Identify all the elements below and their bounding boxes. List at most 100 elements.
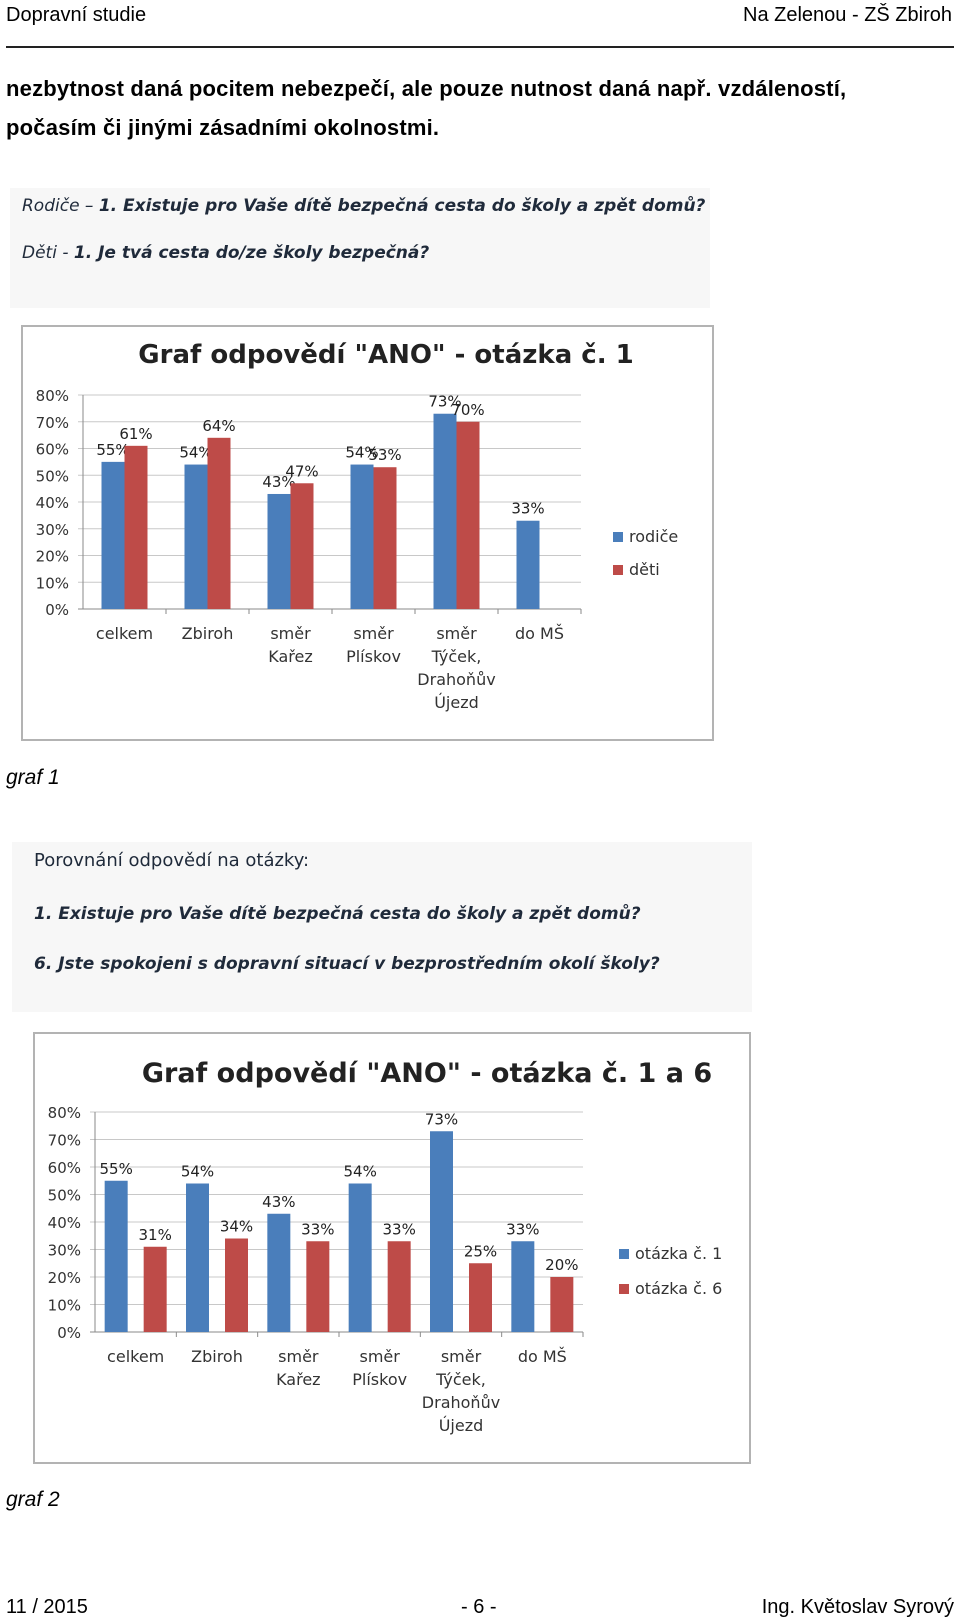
chart-2-data-label: 55% bbox=[99, 1160, 132, 1178]
chart-1-y-tick-label: 10% bbox=[36, 574, 69, 592]
chart-1-title: Graf odpovědí "ANO" - otázka č. 1 bbox=[138, 340, 633, 370]
chart-2-bar bbox=[387, 1241, 411, 1332]
chart-2-y-tick-label: 80% bbox=[48, 1104, 81, 1122]
figure2-question-block: Porovnání odpovědí na otázky: 1. Existuj… bbox=[12, 842, 752, 1012]
chart-2-data-label: 33% bbox=[382, 1220, 415, 1238]
header-divider bbox=[6, 46, 954, 48]
chart-2-data-label: 25% bbox=[464, 1242, 497, 1260]
chart-1-data-label: 43% bbox=[262, 473, 295, 491]
chart-2-y-tick-label: 0% bbox=[57, 1324, 81, 1342]
chart-2-y-tick-label: 70% bbox=[48, 1132, 81, 1150]
chart-1-bar bbox=[207, 437, 231, 609]
figure1-question-parents-prefix: Rodiče – bbox=[22, 196, 99, 216]
figure1-question-children: Děti - 1. Je tvá cesta do/ze školy bezpe… bbox=[22, 243, 429, 263]
chart-2-x-tick-label: směr Kařez bbox=[276, 1347, 320, 1389]
chart-1-y-tick-label: 30% bbox=[36, 521, 69, 539]
chart-2-bar bbox=[143, 1246, 167, 1332]
chart-1-x-tick-label: celkem bbox=[96, 624, 153, 643]
chart-1-bar bbox=[101, 461, 125, 609]
chart-1-y-tick-label: 50% bbox=[36, 467, 69, 485]
chart-1-bar bbox=[433, 413, 457, 609]
chart-1-y-tick-label: 60% bbox=[36, 441, 69, 459]
chart-1-y-tick-label: 20% bbox=[36, 548, 69, 566]
chart-1-data-label: 33% bbox=[511, 500, 544, 518]
chart-1-data-label: 70% bbox=[451, 401, 484, 419]
chart-1-legend-label: děti bbox=[629, 560, 660, 579]
chart-2-y-tick-label: 60% bbox=[48, 1159, 81, 1177]
chart-2-data-label: 31% bbox=[138, 1226, 171, 1244]
chart-1-x-tick-label: směr Kařez bbox=[268, 624, 312, 666]
figure2-question-6-text: 6. Jste spokojeni s dopravní situací v b… bbox=[34, 954, 660, 974]
chart-2-bar bbox=[348, 1183, 372, 1332]
chart-2-data-label: 33% bbox=[301, 1220, 334, 1238]
chart-1-data-label: 64% bbox=[202, 417, 235, 435]
chart-2-bar bbox=[550, 1277, 574, 1332]
chart-1-data-label: 61% bbox=[119, 425, 152, 443]
chart-1-data-label: 54% bbox=[179, 444, 212, 462]
chart-2-bar bbox=[430, 1131, 453, 1332]
chart-2-data-label: 54% bbox=[181, 1163, 214, 1181]
chart-2-bar bbox=[225, 1238, 248, 1332]
chart-2-data-label: 73% bbox=[425, 1110, 458, 1128]
chart-2-y-tick-label: 30% bbox=[48, 1242, 81, 1260]
chart-1-bar bbox=[267, 493, 291, 609]
figure2-caption: graf 2 bbox=[6, 1488, 60, 1511]
chart-2-x-tick-label: Zbiroh bbox=[191, 1347, 243, 1366]
chart-1-svg: Graf odpovědí "ANO" - otázka č. 1 0% 10% 20… bbox=[36, 340, 679, 712]
chart-1-data-label: 73% bbox=[428, 393, 461, 411]
chart-2-bar bbox=[186, 1183, 209, 1332]
chart-2-bar bbox=[306, 1241, 330, 1332]
chart-2-x-tick-label: do MŠ bbox=[518, 1347, 567, 1366]
chart-2-y-tick-label: 10% bbox=[48, 1297, 81, 1315]
chart-1-legend-swatch bbox=[613, 565, 623, 575]
chart-2-x-tick-label: směr Plískov bbox=[352, 1347, 407, 1389]
chart-1-bar bbox=[373, 467, 397, 609]
chart-2-svg: Graf odpovědí "ANO" - otázka č. 1 a 6 0% 1… bbox=[48, 1058, 723, 1435]
chart-1-y-tick-label: 80% bbox=[36, 387, 69, 405]
chart-2-y-tick-label: 50% bbox=[48, 1187, 81, 1205]
chart-1-y-tick-label: 40% bbox=[36, 494, 69, 512]
chart-2: Graf odpovědí "ANO" - otázka č. 1 a 6 0% 1… bbox=[33, 1032, 751, 1464]
header-document-title: Dopravní studie bbox=[6, 4, 147, 26]
chart-2-x-tick-label: směr Týček, Drahoňův Újezd bbox=[422, 1347, 500, 1435]
chart-2-data-label: 20% bbox=[545, 1256, 578, 1274]
chart-1-data-label: 54% bbox=[345, 444, 378, 462]
figure1-question-children-prefix: Děti - bbox=[22, 243, 74, 263]
chart-2-legend-label: otázka č. 6 bbox=[635, 1279, 722, 1298]
chart-1-x-tick-label: směr Plískov bbox=[346, 624, 401, 666]
figure2-question-1: 1. Existuje pro Vaše dítě bezpečná cesta… bbox=[34, 904, 641, 924]
chart-2-x-tick-label: celkem bbox=[107, 1347, 164, 1366]
figure1-question-children-text: 1. Je tvá cesta do/ze školy bezpečná? bbox=[73, 243, 430, 263]
figure1-question-parents-text: 1. Existuje pro Vaše dítě bezpečná cesta… bbox=[98, 196, 706, 216]
chart-2-data-label: 34% bbox=[220, 1218, 253, 1236]
footer-date: 11 / 2015 bbox=[6, 1596, 88, 1618]
chart-2-data-label: 33% bbox=[506, 1220, 539, 1238]
chart-2-title: Graf odpovědí "ANO" - otázka č. 1 a 6 bbox=[142, 1058, 712, 1089]
chart-1-data-label: 47% bbox=[285, 462, 318, 480]
chart-1-bar bbox=[184, 464, 208, 609]
chart-2-bar bbox=[469, 1263, 492, 1332]
chart-1-bar bbox=[456, 421, 480, 609]
figure2-intro: Porovnání odpovědí na otázky: bbox=[34, 850, 310, 871]
chart-1-bar bbox=[124, 445, 148, 609]
chart-1-x-tick-label: do MŠ bbox=[515, 624, 564, 643]
chart-2-bar bbox=[511, 1241, 535, 1332]
chart-1-x-tick-label: Zbiroh bbox=[182, 624, 234, 643]
figure1-caption: graf 1 bbox=[6, 766, 60, 789]
chart-1: Graf odpovědí "ANO" - otázka č. 1 0% 10% 20… bbox=[21, 325, 714, 741]
chart-1-data-label: 53% bbox=[368, 446, 401, 464]
chart-1-data-label: 55% bbox=[96, 441, 129, 459]
body-text-line-1: nezbytnost daná pocitem nebezpečí, ale p… bbox=[6, 76, 847, 101]
chart-2-y-tick-label: 20% bbox=[48, 1269, 81, 1287]
chart-1-bar bbox=[350, 464, 374, 609]
footer-page-number: - 6 - bbox=[461, 1596, 497, 1618]
body-text-line-2: počasím či jinými zásadními okolnostmi. bbox=[6, 115, 440, 140]
footer-author: Ing. Květoslav Syrový bbox=[761, 1596, 954, 1618]
figure2-question-1-text: 1. Existuje pro Vaše dítě bezpečná cesta… bbox=[34, 904, 641, 924]
chart-2-bar bbox=[104, 1180, 128, 1332]
figure1-question-block: Rodiče – 1. Existuje pro Vaše dítě bezpe… bbox=[10, 188, 710, 308]
chart-2-legend-swatch bbox=[619, 1249, 629, 1259]
chart-1-legend-label: rodiče bbox=[629, 527, 678, 546]
chart-2-y-tick-label: 40% bbox=[48, 1214, 81, 1232]
chart-2-data-label: 43% bbox=[262, 1193, 295, 1211]
